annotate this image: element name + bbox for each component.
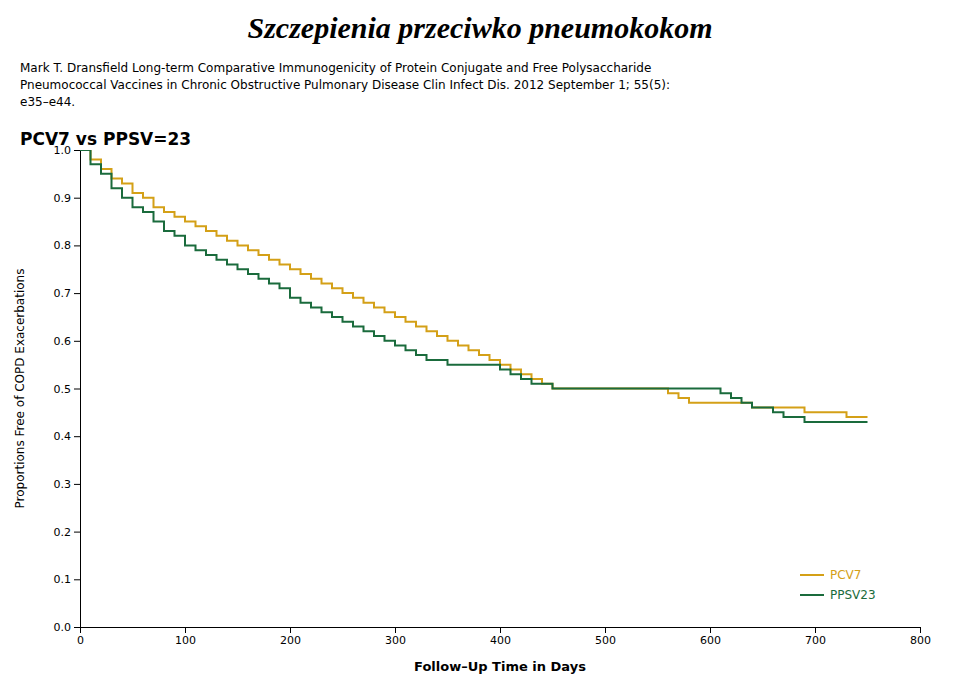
series-line bbox=[80, 150, 868, 422]
legend-swatch bbox=[800, 574, 824, 576]
tick: 0.0 bbox=[54, 621, 81, 634]
tick-label: 700 bbox=[805, 634, 826, 647]
tick-mark bbox=[395, 627, 396, 633]
tick-mark bbox=[74, 293, 80, 294]
tick: 0.1 bbox=[54, 573, 81, 586]
plot: 0 100 200 300 400 500 600 700 800 0.0 0.1 0.2 0.3 0.4… bbox=[54, 144, 932, 647]
tick-mark bbox=[74, 627, 80, 628]
tick-label: 0.0 bbox=[54, 621, 72, 634]
tick-mark bbox=[920, 627, 921, 633]
tick: 0.7 bbox=[54, 287, 81, 300]
y-axis-title: Proportions Free of COPD Exacerbations bbox=[13, 269, 27, 509]
tick: 1.0 bbox=[54, 144, 81, 157]
tick: 0 bbox=[77, 627, 84, 647]
tick: 200 bbox=[280, 627, 301, 647]
tick: 500 bbox=[595, 627, 616, 647]
tick-mark bbox=[74, 532, 80, 533]
tick-label: 0.2 bbox=[54, 526, 72, 539]
tick-mark bbox=[74, 341, 80, 342]
title: Szczepienia przeciwko pneumokokom bbox=[247, 11, 712, 44]
tick-mark bbox=[74, 484, 80, 485]
subtitle: Mark T. Dransfield Long-term Comparative… bbox=[20, 61, 651, 75]
tick: 400 bbox=[490, 627, 511, 647]
tick-mark bbox=[74, 436, 80, 437]
tick: 0.9 bbox=[54, 192, 81, 205]
tick-label: 0.3 bbox=[54, 478, 72, 491]
tick: 800 bbox=[910, 627, 931, 647]
tick-label: 300 bbox=[385, 634, 406, 647]
tick-label: 200 bbox=[280, 634, 301, 647]
subtitle: e35–e44. bbox=[20, 95, 75, 109]
axis-line bbox=[74, 151, 81, 628]
tick: 0.8 bbox=[54, 239, 81, 252]
tick: 100 bbox=[175, 627, 196, 647]
tick-mark bbox=[74, 245, 80, 246]
tick-mark bbox=[74, 389, 80, 390]
tick: 0.2 bbox=[54, 526, 81, 539]
tick: 700 bbox=[805, 627, 826, 647]
tick-label: 0 bbox=[77, 634, 84, 647]
tick-label: 0.1 bbox=[54, 573, 72, 586]
lines bbox=[80, 150, 868, 422]
tick: 0.6 bbox=[54, 335, 81, 348]
tick-label: 0.7 bbox=[54, 287, 72, 300]
tick-mark bbox=[710, 627, 711, 633]
tick-label: 0.8 bbox=[54, 239, 72, 252]
legend-label: PPSV23 bbox=[830, 588, 876, 602]
legend-label: PCV7 bbox=[830, 568, 861, 582]
tick: 0.5 bbox=[54, 383, 81, 396]
legend-item: PPSV23 bbox=[800, 588, 876, 602]
chart-label: PCV7 vs PPSV=23 bbox=[20, 129, 191, 149]
tick-mark bbox=[290, 627, 291, 633]
tick-mark bbox=[815, 627, 816, 633]
tick-label: 400 bbox=[490, 634, 511, 647]
legend-swatch bbox=[800, 594, 824, 596]
tick-mark bbox=[74, 150, 80, 151]
tick-label: 0.5 bbox=[54, 383, 72, 396]
tick-mark bbox=[74, 198, 80, 199]
tick-label: 0.9 bbox=[54, 192, 72, 205]
axis-line bbox=[81, 628, 921, 634]
series-line bbox=[80, 150, 868, 417]
legend: PCV7 PPSV23 bbox=[800, 568, 876, 602]
tick-label: 500 bbox=[595, 634, 616, 647]
tick-mark bbox=[185, 627, 186, 633]
tick: 0.4 bbox=[54, 430, 81, 443]
tick-mark bbox=[605, 627, 606, 633]
tick: 300 bbox=[385, 627, 406, 647]
x-axis-title: Follow–Up Time in Days bbox=[414, 659, 586, 674]
tick: 600 bbox=[700, 627, 721, 647]
tick-label: 600 bbox=[700, 634, 721, 647]
tick-mark bbox=[74, 579, 80, 580]
y-axis: 0.0 0.1 0.2 0.3 0.4 0.5 0.6 0.7 0.8 0.9 1.0 bbox=[54, 144, 81, 634]
tick-label: 0.6 bbox=[54, 335, 72, 348]
chart: Szczepienia przeciwko pneumokokom Mark T.… bbox=[0, 0, 960, 685]
tick: 0.3 bbox=[54, 478, 81, 491]
legend-item: PCV7 bbox=[800, 568, 861, 582]
subtitle: Pneumococcal Vaccines in Chronic Obstruc… bbox=[20, 78, 670, 92]
tick-label: 800 bbox=[910, 634, 931, 647]
tick-mark bbox=[500, 627, 501, 633]
tick-label: 0.4 bbox=[54, 430, 72, 443]
tick-label: 1.0 bbox=[54, 144, 72, 157]
tick-label: 100 bbox=[175, 634, 196, 647]
x-axis: 0 100 200 300 400 500 600 700 800 bbox=[77, 627, 931, 647]
